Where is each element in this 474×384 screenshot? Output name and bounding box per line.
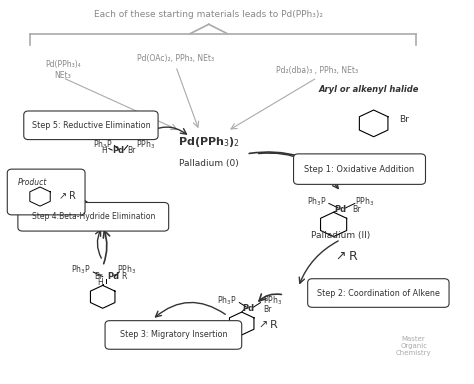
Text: Br: Br	[263, 305, 271, 313]
FancyArrowPatch shape	[96, 230, 101, 258]
FancyArrowPatch shape	[249, 152, 342, 181]
Text: Step 1: Oxidative Addition: Step 1: Oxidative Addition	[304, 165, 415, 174]
FancyBboxPatch shape	[18, 202, 169, 231]
Text: Master
Organic
Chemistry: Master Organic Chemistry	[396, 336, 431, 356]
FancyBboxPatch shape	[24, 111, 158, 139]
Text: Step 5: Reductive Elimination: Step 5: Reductive Elimination	[32, 121, 150, 130]
Text: Pd(PPh₃)₄
NEt₃: Pd(PPh₃)₄ NEt₃	[45, 60, 81, 80]
Text: PPh$_3$: PPh$_3$	[136, 138, 155, 151]
Text: H: H	[101, 146, 108, 156]
Text: $\nearrow$R: $\nearrow$R	[256, 318, 279, 329]
Text: PPh$_3$: PPh$_3$	[117, 264, 136, 276]
Text: Palladium (0): Palladium (0)	[179, 159, 238, 168]
Text: Step 2: Coordination of Alkene: Step 2: Coordination of Alkene	[317, 288, 440, 298]
FancyArrowPatch shape	[72, 194, 91, 205]
Text: $\nearrow$R: $\nearrow$R	[333, 250, 358, 263]
FancyBboxPatch shape	[308, 279, 449, 307]
FancyArrowPatch shape	[299, 241, 338, 283]
FancyBboxPatch shape	[7, 169, 85, 215]
FancyArrowPatch shape	[65, 79, 177, 129]
Text: R: R	[121, 272, 127, 281]
Text: Palladium (II): Palladium (II)	[311, 231, 370, 240]
Text: Br: Br	[353, 205, 361, 214]
Text: Ph$_3$P: Ph$_3$P	[307, 195, 327, 208]
FancyArrowPatch shape	[231, 79, 315, 129]
FancyArrowPatch shape	[259, 153, 338, 189]
Text: Br: Br	[400, 115, 410, 124]
Text: Pd: Pd	[243, 304, 255, 313]
Text: Each of these starting materials leads to Pd(PPh₃)₂: Each of these starting materials leads t…	[94, 10, 323, 19]
Text: Br: Br	[94, 272, 103, 281]
Text: Pd(OAc)₂, PPh₃, NEt₃: Pd(OAc)₂, PPh₃, NEt₃	[137, 54, 214, 63]
Text: Pd: Pd	[112, 146, 124, 156]
FancyArrowPatch shape	[145, 127, 186, 135]
Text: Ph$_3$P: Ph$_3$P	[92, 138, 112, 151]
Text: Aryl or alkenyl halide: Aryl or alkenyl halide	[319, 84, 419, 94]
Text: HBr: HBr	[102, 116, 122, 126]
Text: Pd: Pd	[335, 205, 347, 214]
Text: Ph$_3$P: Ph$_3$P	[72, 264, 91, 276]
FancyArrowPatch shape	[259, 294, 282, 301]
FancyBboxPatch shape	[293, 154, 426, 184]
Text: Product: Product	[18, 178, 47, 187]
Text: $\nearrow$R: $\nearrow$R	[56, 189, 77, 201]
Text: Step 3: Migratory Insertion: Step 3: Migratory Insertion	[119, 331, 227, 339]
Text: Pd₂(dba)₃ , PPh₃, NEt₃: Pd₂(dba)₃ , PPh₃, NEt₃	[276, 66, 358, 74]
FancyArrowPatch shape	[103, 231, 109, 264]
Text: Pd: Pd	[108, 272, 119, 281]
Text: Pd(PPh$_3$)$_2$: Pd(PPh$_3$)$_2$	[178, 136, 240, 149]
Text: H: H	[97, 278, 103, 287]
Text: PPh$_3$: PPh$_3$	[355, 195, 374, 208]
Text: Br: Br	[128, 146, 136, 156]
FancyArrowPatch shape	[155, 303, 225, 317]
Text: Step 4:Beta-Hydride Elimination: Step 4:Beta-Hydride Elimination	[32, 212, 155, 221]
FancyArrowPatch shape	[177, 69, 199, 127]
Text: Ph$_3$P: Ph$_3$P	[218, 295, 237, 307]
FancyBboxPatch shape	[105, 321, 242, 349]
Text: Palladium (II): Palladium (II)	[90, 214, 149, 223]
Text: PPh$_3$: PPh$_3$	[263, 295, 282, 307]
